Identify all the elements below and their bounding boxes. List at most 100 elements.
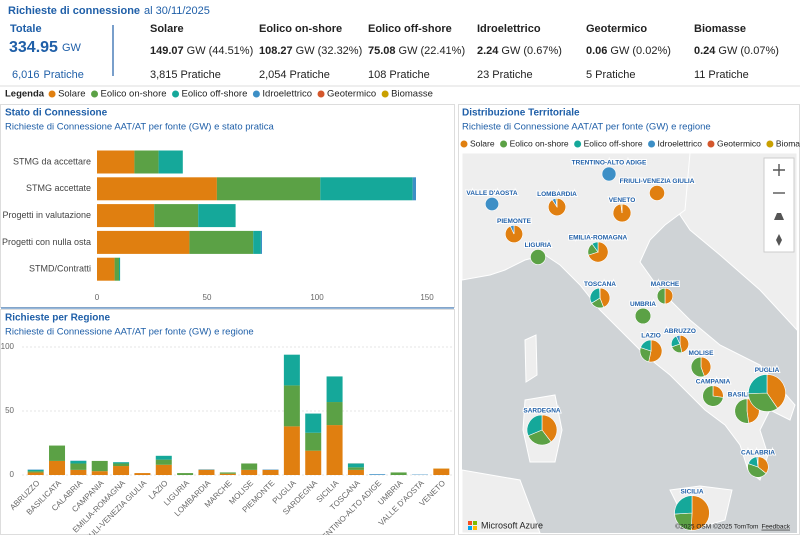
source-value: 75.08 bbox=[368, 45, 396, 57]
bar-segment bbox=[216, 177, 321, 201]
legend-label: Eolico off-shore bbox=[182, 89, 248, 100]
bar-segment bbox=[97, 150, 135, 174]
region-label: MOLISE bbox=[689, 350, 715, 357]
total-count-unit: Pratiche bbox=[44, 69, 84, 81]
legend-swatch bbox=[574, 140, 582, 148]
bar-segment bbox=[283, 385, 300, 427]
source-unit: GW bbox=[296, 45, 316, 57]
source-value: 149.07 bbox=[150, 45, 184, 57]
region-label: ABRUZZO bbox=[664, 328, 696, 335]
legend-label: Eolico on-shore bbox=[510, 138, 569, 148]
bar-segment bbox=[305, 450, 322, 475]
y-tick-label: STMG da accettare bbox=[13, 156, 91, 166]
bar-segment bbox=[412, 177, 416, 201]
bar-segment bbox=[119, 257, 121, 281]
legend-label: Eolico on-shore bbox=[101, 89, 167, 100]
bar-segment bbox=[177, 473, 194, 475]
bar-segment bbox=[113, 462, 130, 464]
pie-slice bbox=[620, 203, 623, 214]
y-tick-label: Progetti in valutazione bbox=[2, 210, 91, 220]
pie-slice bbox=[649, 185, 665, 201]
legend-swatch bbox=[500, 140, 508, 148]
source-name: Eolico off-shore bbox=[368, 23, 452, 35]
pie-slice bbox=[756, 456, 759, 468]
title: Richieste di connessione bbox=[8, 5, 140, 17]
bar-segment bbox=[305, 432, 322, 451]
bar-segment bbox=[219, 472, 236, 474]
bar-segment bbox=[260, 230, 262, 254]
bar-segment bbox=[91, 471, 108, 475]
total-label: Totale bbox=[10, 23, 42, 35]
source-share: (44.51%) bbox=[209, 45, 254, 57]
bar-segment bbox=[113, 466, 130, 475]
bar-segment bbox=[114, 257, 119, 281]
pie-slice bbox=[509, 225, 515, 235]
map-controls[interactable] bbox=[468, 157, 795, 530]
source-count: 5 bbox=[586, 69, 592, 81]
logo bbox=[473, 526, 477, 530]
bar-segment bbox=[433, 468, 450, 475]
region-label: EMILIA-ROMAGNA bbox=[569, 235, 628, 242]
pie-slice bbox=[757, 456, 769, 474]
legend-label: Idroelettrico bbox=[262, 89, 312, 100]
bar-segment bbox=[97, 230, 190, 254]
source-count: 11 bbox=[694, 69, 705, 81]
region-label: PIEMONTE bbox=[497, 218, 532, 225]
pie-slice bbox=[599, 287, 611, 308]
panel-subtitle: Richieste di Connessione AAT/AT per font… bbox=[462, 122, 711, 133]
source-share: (0.02%) bbox=[632, 45, 671, 57]
pie-slice bbox=[648, 339, 663, 363]
legend-label: Geotermico bbox=[717, 138, 761, 148]
source-count-unit: Pratiche bbox=[389, 69, 429, 81]
x-tick-label: 100 bbox=[310, 293, 324, 302]
panel-subtitle: Richieste di Connessione AAT/AT per font… bbox=[5, 122, 274, 133]
bar-segment bbox=[262, 469, 279, 475]
bar-segment bbox=[369, 474, 386, 475]
pie-slice bbox=[700, 356, 712, 377]
source-unit: GW bbox=[610, 45, 630, 57]
region-label: VENETO bbox=[609, 197, 636, 204]
pie-slice bbox=[690, 356, 705, 378]
panel-subtitle: Richieste di Connessione AAT/AT per font… bbox=[5, 327, 254, 338]
bar-segment bbox=[134, 473, 151, 475]
source-value: 2.24 bbox=[477, 45, 499, 57]
pie-slice bbox=[674, 495, 693, 515]
bar-segment bbox=[91, 460, 108, 472]
legend-label: Solare bbox=[470, 138, 495, 148]
bar-segment bbox=[198, 204, 236, 228]
source-count-unit: Pratiche bbox=[595, 69, 635, 81]
x-tick-label: 0 bbox=[95, 293, 100, 302]
region-label: SARDEGNA bbox=[523, 408, 561, 415]
compass[interactable] bbox=[776, 234, 782, 246]
total-value: 334.95 bbox=[9, 39, 58, 56]
bar-segment bbox=[219, 473, 236, 475]
pitch[interactable] bbox=[774, 213, 784, 220]
pie-slice bbox=[526, 414, 543, 437]
pie-slice bbox=[747, 463, 767, 478]
bar-segment bbox=[155, 464, 172, 475]
source-name: Biomasse bbox=[694, 23, 746, 35]
y-tick-label: Progetti con nulla osta bbox=[2, 237, 91, 247]
source-count: 3,815 bbox=[150, 69, 178, 81]
bar-segment bbox=[347, 463, 364, 468]
zoom-in[interactable] bbox=[773, 164, 785, 176]
bar-segment bbox=[283, 426, 300, 475]
source-share: (32.32%) bbox=[318, 45, 363, 57]
bar-segment bbox=[189, 230, 254, 254]
source-count: 2,054 bbox=[259, 69, 287, 81]
source-name: Geotermico bbox=[586, 23, 647, 35]
source-value: 0.06 bbox=[586, 45, 607, 57]
legend-swatch bbox=[381, 90, 389, 98]
pie-slice bbox=[664, 287, 673, 305]
legend-swatch bbox=[707, 140, 715, 148]
total-unit: GW bbox=[62, 42, 82, 54]
pie-slice bbox=[541, 414, 558, 443]
source-count-unit: Pratiche bbox=[181, 69, 221, 81]
map-feedback[interactable]: Feedback bbox=[761, 524, 790, 531]
bar-segment bbox=[241, 469, 258, 475]
land bbox=[524, 334, 538, 383]
x-tick-label: 50 bbox=[203, 293, 212, 302]
legend-swatch bbox=[48, 90, 56, 98]
legend-label: Biomasse bbox=[391, 89, 433, 100]
